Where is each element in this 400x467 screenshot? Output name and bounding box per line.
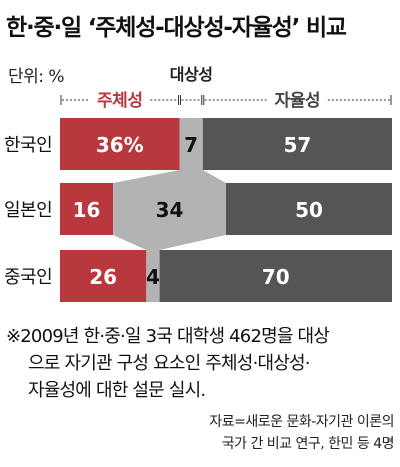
unit-label: 단위: % <box>8 67 65 87</box>
bar-segment <box>60 118 180 170</box>
data-label: 16 <box>73 198 101 222</box>
survey-note: ※2009년 한·중·일 3국 대학생 462명을 대상 으로 자기관 구성 요… <box>6 323 398 404</box>
bar-segment <box>179 118 203 170</box>
data-label: 4 <box>146 265 160 289</box>
chart-title: 한·중·일 ‘주체성-대상성-자율성’ 비교 <box>6 15 347 41</box>
legend-label: 자율성 <box>275 91 320 111</box>
source-line: 자료=새로운 문화-자기관 이론의 <box>209 414 394 430</box>
source-citation: 자료=새로운 문화-자기관 이론의 국가 간 비교 연구, 한민 등 4명 <box>94 411 394 455</box>
category-label: 일본인 <box>4 200 52 221</box>
bar-segment <box>113 183 226 235</box>
note-line: 으로 자기관 구성 요소인 주체성·대상성· <box>28 353 311 374</box>
legend-label: 주체성 <box>97 91 142 111</box>
source-line: 국가 간 비교 연구, 한민 등 4명 <box>221 436 395 452</box>
note-line: ※2009년 한·중·일 3국 대학생 462명을 대상 <box>6 326 330 347</box>
data-label: 36% <box>96 133 144 157</box>
data-label: 70 <box>262 265 290 289</box>
data-label: 34 <box>156 198 184 222</box>
bar-segment <box>202 118 392 170</box>
category-label: 중국인 <box>4 267 52 288</box>
category-label: 한국인 <box>4 135 52 156</box>
data-label: 26 <box>89 265 117 289</box>
connector-band <box>113 235 226 250</box>
bar-segment <box>60 250 147 302</box>
note-line: 자율성에 대한 설문 실시. <box>28 380 206 401</box>
bar-segment <box>226 183 392 235</box>
legend-label: 대상성 <box>170 65 213 84</box>
bar-segment <box>146 250 160 302</box>
bar-segment <box>159 250 392 302</box>
data-label: 57 <box>283 133 311 157</box>
data-label: 50 <box>295 198 323 222</box>
connector-band <box>113 170 226 183</box>
data-label: 7 <box>184 133 198 157</box>
bar-segment <box>60 183 114 235</box>
